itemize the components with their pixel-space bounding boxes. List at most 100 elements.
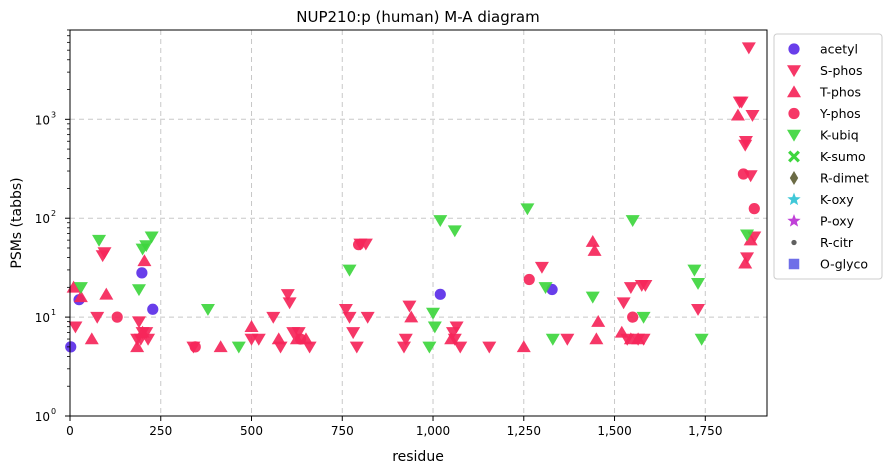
data-point-t-phos	[244, 320, 259, 332]
legend-marker-o-glyco	[788, 258, 800, 270]
data-point-k-ubiq	[447, 225, 462, 238]
x-tick-label: 1,750	[688, 424, 722, 438]
data-point-k-ubiq	[433, 215, 448, 228]
data-point-s-phos	[251, 333, 266, 346]
grid-lines	[69, 30, 767, 416]
data-point-acetyl	[136, 267, 148, 279]
data-point-k-ubiq	[422, 341, 437, 354]
data-point-s-phos	[740, 252, 755, 265]
y-tick-exponent: 1	[51, 308, 56, 317]
data-point-s-phos	[398, 333, 413, 346]
data-point-t-phos	[614, 325, 629, 338]
data-point-y-phos	[111, 311, 123, 323]
data-point-k-ubiq	[691, 277, 706, 290]
y-tick-exponent: 0	[51, 407, 56, 416]
x-axis-label: residue	[392, 449, 444, 465]
data-point-t-phos	[404, 310, 419, 323]
legend-marker-k-sumo	[788, 150, 800, 163]
data-point-k-ubiq	[426, 307, 441, 320]
legend-label-s-phos: S-phos	[820, 63, 862, 78]
x-tick-label: 750	[331, 424, 354, 438]
legend-label-y-phos: Y-phos	[819, 106, 861, 121]
data-point-s-phos	[691, 304, 706, 316]
y-axis-label: PSMs (tabbs)	[9, 177, 25, 268]
data-point-s-phos	[623, 282, 638, 294]
y-tick-label: 10	[35, 311, 50, 325]
data-point-s-phos	[266, 311, 281, 324]
x-tick-label: 500	[240, 424, 263, 438]
data-point-t-phos	[213, 340, 228, 353]
data-point-s-phos	[534, 261, 549, 274]
data-point-acetyl	[147, 303, 159, 315]
legend-marker-r-dimet	[789, 171, 799, 185]
data-point-k-ubiq	[139, 240, 154, 253]
data-point-t-phos	[84, 332, 99, 345]
data-point-k-ubiq	[740, 229, 755, 242]
legend-marker-k-ubiq	[787, 129, 801, 142]
legend-label-acetyl: acetyl	[820, 42, 858, 57]
chart-title: NUP210:p (human) M-A diagram	[296, 8, 539, 26]
data-point-t-phos	[585, 234, 600, 247]
data-point-t-phos	[589, 332, 604, 345]
legend-label-k-ubiq: K-ubiq	[820, 128, 859, 143]
legend-marker-t-phos	[787, 85, 801, 98]
legend-marker-s-phos	[787, 65, 801, 78]
data-point-s-phos	[482, 341, 497, 354]
legend-label-k-sumo: K-sumo	[820, 149, 866, 164]
data-point-t-phos	[135, 325, 150, 338]
data-point-y-phos	[353, 239, 365, 251]
data-point-s-phos	[346, 327, 361, 340]
data-point-s-phos	[302, 341, 317, 354]
legend-frame	[773, 33, 883, 280]
data-point-s-phos	[360, 311, 375, 324]
data-point-k-ubiq	[200, 304, 215, 316]
data-point-s-phos	[745, 109, 760, 122]
legend-label-o-glyco: O-glyco	[820, 257, 868, 272]
data-point-k-ubiq	[92, 234, 107, 247]
data-point-k-ubiq	[694, 333, 709, 346]
x-tick-label: 1,500	[597, 424, 631, 438]
legend-marker-p-oxy	[787, 214, 801, 227]
data-point-k-ubiq	[625, 215, 640, 228]
data-point-k-ubiq	[585, 291, 600, 304]
data-point-k-ubiq	[342, 264, 357, 277]
data-point-s-phos	[449, 321, 464, 334]
legend-label-p-oxy: P-oxy	[820, 214, 855, 229]
data-point-k-ubiq	[538, 282, 553, 294]
legend-marker-r-citr	[791, 239, 797, 246]
data-point-s-phos	[560, 333, 575, 346]
y-tick-label: 10	[35, 113, 50, 127]
data-point-y-phos	[523, 273, 535, 286]
data-point-s-phos	[396, 341, 411, 354]
legend: acetyl S-phos T-phos Y-phos K-ubiq K-sumo R-di…	[773, 33, 883, 280]
data-point-s-phos	[402, 300, 417, 313]
data-point-s-phos	[738, 136, 753, 148]
data-point-t-phos	[130, 340, 145, 353]
data-point-k-ubiq	[427, 321, 442, 334]
data-point-t-phos	[730, 108, 745, 121]
y-tick-label: 10	[35, 410, 50, 424]
legend-label-r-dimet: R-dimet	[820, 171, 869, 186]
data-point-s-phos	[734, 96, 749, 109]
data-point-s-phos	[638, 279, 653, 292]
data-point-k-ubiq	[520, 203, 535, 216]
data-point-k-ubiq	[144, 231, 159, 244]
data-point-s-phos	[616, 297, 631, 310]
x-tick-label: 250	[149, 424, 172, 438]
legend-label-r-citr: R-citr	[820, 235, 854, 250]
data-point-s-phos	[453, 341, 468, 354]
data-point-t-phos	[587, 243, 602, 256]
data-point-s-phos	[97, 247, 112, 260]
data-point-t-phos	[99, 287, 114, 300]
legend-label-k-oxy: K-oxy	[820, 192, 854, 207]
data-point-y-phos	[294, 333, 307, 345]
y-tick-exponent: 2	[51, 209, 56, 218]
data-point-t-phos	[444, 332, 459, 345]
data-point-s-phos	[68, 321, 83, 334]
data-point-t-phos	[738, 256, 753, 269]
data-point-k-ubiq	[687, 264, 702, 277]
data-point-s-phos	[349, 341, 364, 354]
y-tick-exponent: 3	[51, 110, 56, 119]
